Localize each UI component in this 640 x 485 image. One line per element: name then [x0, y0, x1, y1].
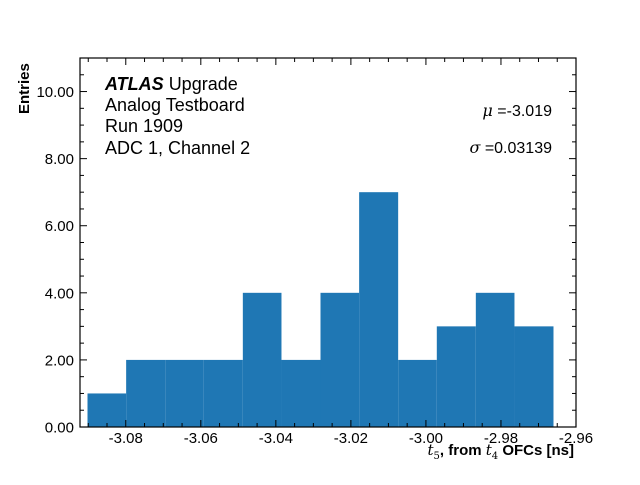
- mean-stat: μ =-3.019: [482, 101, 552, 121]
- y-tick-label: 4.00: [45, 285, 74, 302]
- histogram-bar: [242, 292, 282, 427]
- axis-ticks: [80, 57, 577, 428]
- y-tick-label: 6.00: [45, 218, 74, 235]
- sigma-symbol: σ: [469, 138, 481, 157]
- y-tick-label: 10.00: [36, 84, 74, 101]
- x-tick-label: -3.04: [259, 430, 293, 447]
- histogram-bars: [87, 192, 554, 427]
- histogram-bar: [165, 359, 204, 427]
- histogram-bar: [436, 326, 476, 427]
- histogram-bar: [398, 359, 437, 427]
- x-tick-label: -3.02: [334, 430, 368, 447]
- histogram-bar: [126, 359, 166, 427]
- axes-frame: [79, 57, 577, 428]
- mu-symbol: μ: [482, 101, 493, 120]
- histogram-bar: [281, 359, 321, 427]
- x-label-from: , from: [439, 442, 486, 459]
- histogram-bar: [87, 393, 127, 427]
- x-tick-labels: -3.08 -3.06 -3.04 -3.02 -3.00 -2.98 -2.96: [109, 430, 593, 447]
- annotation-run: Run 1909: [105, 116, 184, 136]
- y-tick-label: 8.00: [45, 151, 74, 168]
- sigma-stat: σ =0.03139: [469, 138, 552, 158]
- x-axis-label: t5, from t4 OFCs [ns]: [428, 441, 575, 462]
- x-tick-label: -3.06: [184, 430, 218, 447]
- y-tick-labels: 0.00 2.00 4.00 6.00 8.00 10.00: [36, 84, 74, 436]
- x-label-units: OFCs [ns]: [498, 442, 574, 459]
- y-axis-label: Entries: [16, 63, 33, 114]
- mu-value: =-3.019: [497, 103, 552, 120]
- annotation-testboard: Analog Testboard: [105, 95, 245, 115]
- x-tick-label: -3.00: [409, 430, 443, 447]
- y-tick-label: 2.00: [45, 352, 74, 369]
- histogram-bar: [359, 192, 399, 427]
- atlas-logo-text: ATLAS: [105, 74, 164, 94]
- atlas-label: ATLAS Upgrade: [105, 74, 238, 94]
- x-label-t4: t4: [485, 441, 499, 462]
- histogram-bar: [514, 326, 554, 427]
- atlas-suffix: Upgrade: [168, 74, 238, 94]
- x-tick-label: -2.98: [484, 430, 518, 447]
- histogram-bar: [475, 292, 515, 427]
- annotation-channel: ADC 1, Channel 2: [105, 138, 251, 158]
- x-tick-label: -2.96: [559, 430, 593, 447]
- histogram-bar: [203, 359, 243, 427]
- histogram-bar: [320, 292, 360, 427]
- x-tick-label: -3.08: [109, 430, 143, 447]
- x-label-t5: t5: [427, 441, 440, 462]
- sigma-value: =0.03139: [484, 140, 552, 157]
- y-tick-label: 0.00: [45, 420, 74, 437]
